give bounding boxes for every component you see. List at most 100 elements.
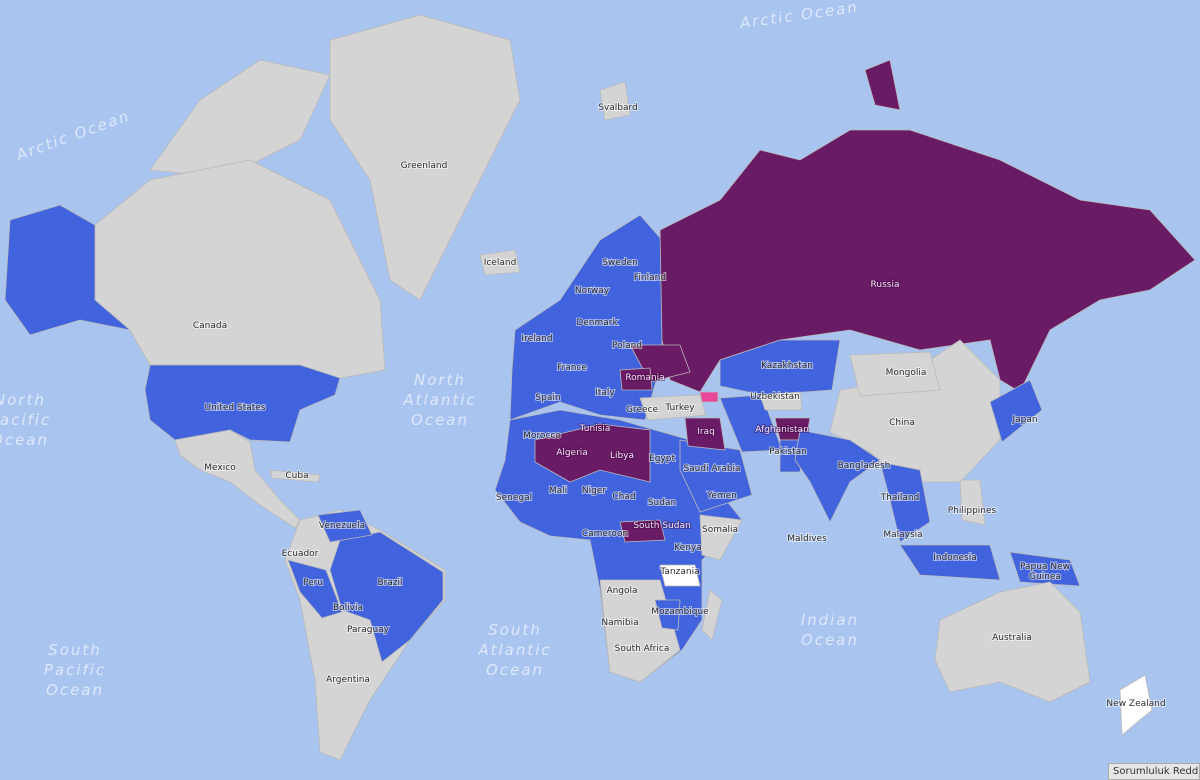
country-label: Iceland [484, 258, 517, 268]
country-label: Japan [1011, 415, 1037, 425]
country-label: Cameroon [582, 529, 628, 539]
country-labels: Greenland Svalbard Iceland Canada United Sta… [192, 102, 1167, 710]
land-shapes [4, 14, 1196, 761]
country-label: Finland [634, 273, 666, 283]
country-label: Algeria [556, 448, 588, 458]
region-brazil[interactable] [329, 531, 444, 663]
country-label: Pakistan [769, 447, 807, 457]
country-label: Italy [595, 388, 615, 398]
country-label: Namibia [601, 618, 638, 628]
region-philippines[interactable] [959, 479, 986, 526]
region-mozambique[interactable] [654, 599, 681, 631]
country-label: Turkey [664, 403, 695, 413]
region-india[interactable] [794, 429, 881, 523]
region-iraq[interactable] [684, 417, 726, 451]
country-label: Uzbekistan [750, 392, 800, 402]
region-mongolia[interactable] [849, 351, 941, 397]
region-japan[interactable] [989, 379, 1043, 443]
country-label: Romania [625, 373, 664, 383]
country-label: Kenya [674, 543, 702, 553]
country-label: Norway [575, 286, 610, 296]
country-label: Thailand [880, 493, 920, 503]
country-label: Tunisia [579, 424, 611, 434]
country-label: Svalbard [598, 103, 638, 113]
region-mexico-central[interactable] [174, 429, 301, 529]
region-somalia[interactable] [699, 514, 743, 561]
region-uzbekistan[interactable] [759, 391, 803, 411]
ocean-label: South Pacific Ocean [44, 641, 106, 699]
region-south-sudan[interactable] [619, 519, 666, 543]
region-australia[interactable] [934, 581, 1091, 703]
region-turkey[interactable] [639, 394, 707, 421]
ocean-label: South Atlantic Ocean [477, 621, 551, 679]
region-new-zealand[interactable] [1119, 674, 1153, 736]
region-iceland[interactable] [479, 249, 521, 276]
region-saudi-arabia[interactable] [679, 439, 753, 513]
country-label: Brazil [377, 578, 402, 588]
country-label: Egypt [649, 454, 675, 464]
region-svalbard[interactable] [599, 81, 631, 121]
region-tanzania[interactable] [659, 564, 701, 587]
country-label: Ecuador [282, 549, 319, 559]
region-se-asia[interactable] [879, 461, 931, 543]
country-label: China [889, 418, 915, 428]
region-indonesia[interactable] [899, 544, 1001, 581]
country-label: Angola [606, 586, 637, 596]
country-label: Mozambique [651, 607, 709, 617]
region-peru[interactable] [287, 559, 343, 619]
country-label: Bolivia [333, 603, 363, 613]
ocean-label: NorthPacificOcean [0, 391, 51, 449]
country-label: Iraq [697, 427, 715, 437]
country-label: Malaysia [883, 530, 922, 540]
country-label: Poland [612, 341, 642, 351]
country-label: Papua New Guinea [1020, 562, 1070, 582]
country-label: Ireland [521, 334, 552, 344]
country-label: Chad [612, 492, 635, 502]
country-label: Niger [582, 486, 606, 496]
region-cuba[interactable] [269, 469, 321, 483]
country-label: Maldives [787, 534, 827, 544]
country-label: Mali [549, 486, 567, 496]
country-label: Yemen [706, 491, 737, 501]
region-romania[interactable] [619, 367, 653, 391]
ocean-label: Arctic Ocean [13, 106, 133, 164]
region-algeria-libya[interactable] [534, 423, 651, 483]
ocean-label: Indian Ocean [801, 611, 859, 649]
region-alaska[interactable] [4, 204, 132, 336]
ocean-label: North Atlantic Ocean [402, 371, 476, 429]
country-label: Libya [610, 451, 634, 461]
country-label: Australia [992, 633, 1032, 643]
country-label: Paraguay [347, 625, 390, 635]
country-label: Kazakhstan [761, 361, 813, 371]
country-label: Spain [535, 393, 560, 403]
region-greenland[interactable] [329, 14, 521, 301]
country-label: Mexico [204, 463, 236, 473]
region-united-states[interactable] [144, 364, 341, 443]
region-russia[interactable] [659, 129, 1196, 393]
country-label: Philippines [948, 506, 997, 516]
region-europe[interactable] [509, 214, 663, 421]
country-label: Mongolia [886, 368, 927, 378]
country-label: South Africa [615, 644, 670, 654]
region-novaya-zemlya[interactable] [864, 59, 901, 111]
country-label: Sudan [648, 498, 676, 508]
disclaimer-button[interactable]: Sorumluluk Reddi [1108, 763, 1200, 780]
country-label: United States [205, 403, 266, 413]
country-label: South Sudan [633, 521, 690, 531]
region-canada[interactable] [94, 159, 386, 381]
region-venezuela[interactable] [317, 509, 373, 543]
country-label: Venezuela [319, 521, 365, 531]
country-label: Indonesia [933, 553, 977, 563]
country-label: Somalia [702, 525, 738, 535]
country-label: Denmark [576, 318, 618, 328]
country-label: Cuba [285, 471, 308, 481]
region-africa[interactable] [494, 409, 743, 683]
region-madagascar[interactable] [701, 589, 723, 641]
region-georgia[interactable] [699, 391, 719, 403]
region-kazakhstan[interactable] [719, 339, 841, 396]
ocean-labels: Arctic Ocean Arctic Ocean North Atlantic Oce… [0, 0, 860, 699]
country-label: Afghanistan [755, 425, 809, 435]
region-arctic-islands[interactable] [149, 59, 331, 176]
region-papua[interactable] [1009, 551, 1081, 587]
